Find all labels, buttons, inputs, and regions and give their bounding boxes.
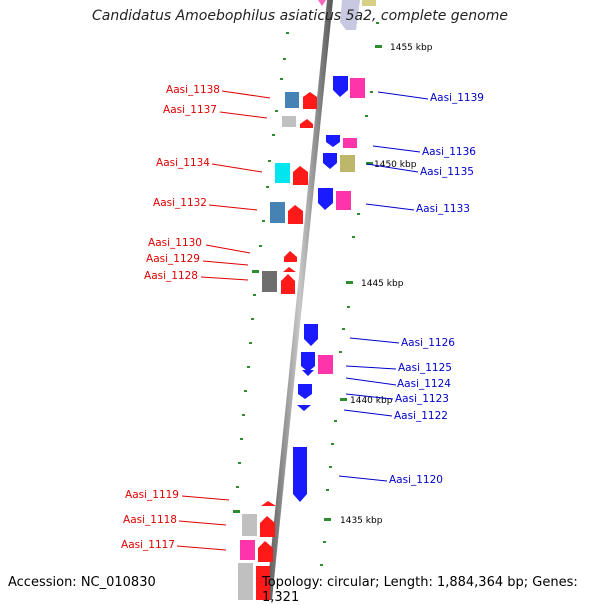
gene-label[interactable]: Aasi_1126	[401, 337, 455, 349]
gene-label[interactable]: Aasi_1134	[156, 157, 210, 169]
gene-fragment-icon	[340, 0, 360, 30]
gene-label[interactable]: Aasi_1117	[121, 539, 175, 551]
scale-label: 1435 kbp	[340, 516, 383, 526]
gene-label[interactable]: Aasi_1139	[430, 92, 484, 104]
gene-arrow-blue[interactable]	[297, 405, 311, 411]
gene-label[interactable]: Aasi_1137	[163, 104, 217, 116]
gene-box-olive[interactable]	[340, 155, 355, 172]
gene-label[interactable]: Aasi_1135	[420, 166, 474, 178]
gene-fragment-icon	[318, 0, 326, 6]
gene-label[interactable]: Aasi_1133	[416, 203, 470, 215]
gene-arrow-blue[interactable]	[298, 384, 312, 399]
map-title: Candidatus Amoebophilus asiaticus 5a2, c…	[92, 8, 508, 24]
gene-box-magenta[interactable]	[318, 355, 333, 374]
gene-arrow-blue[interactable]	[293, 447, 307, 502]
gene-arrow-red[interactable]	[288, 205, 303, 224]
gene-box-silver[interactable]	[238, 563, 253, 600]
gene-box-magenta[interactable]	[343, 138, 357, 148]
gene-arrow-red[interactable]	[281, 274, 295, 294]
scale-labels: 1455 kbp 1450 kbp 1445 kbp 1440 kbp 1435…	[340, 43, 433, 526]
accession-text: Accession: NC_010830	[8, 575, 156, 590]
right-gene-labels: Aasi_1139 Aasi_1136 Aasi_1135 Aasi_1133 …	[389, 92, 484, 486]
gene-arrow-blue[interactable]	[326, 135, 340, 147]
gene-label[interactable]: Aasi_1125	[398, 362, 452, 374]
gene-arrow-red[interactable]	[293, 166, 308, 185]
gene-label[interactable]: Aasi_1132	[153, 197, 207, 209]
gene-arrow-red[interactable]	[303, 92, 317, 109]
gene-arrow-blue[interactable]	[318, 188, 333, 210]
gene-arrow-red[interactable]	[284, 251, 297, 262]
gene-arrow-red[interactable]	[258, 541, 273, 562]
gene-box-magenta[interactable]	[350, 78, 365, 98]
gene-box-cyan[interactable]	[275, 163, 290, 183]
gene-box-steelblue[interactable]	[285, 92, 299, 108]
left-guide-ticks	[236, 32, 289, 488]
gene-arrow-blue[interactable]	[304, 324, 318, 346]
gene-arrow-blue[interactable]	[302, 370, 314, 376]
scale-ticks	[233, 45, 382, 521]
gene-arrow-red[interactable]	[300, 119, 313, 128]
gene-label[interactable]: Aasi_1122	[394, 410, 448, 422]
gene-fragment-icon	[362, 0, 376, 6]
gene-arrow-blue[interactable]	[333, 76, 348, 97]
gene-label[interactable]: Aasi_1129	[146, 253, 200, 265]
gene-label[interactable]: Aasi_1120	[389, 474, 443, 486]
left-gene-labels: Aasi_1138 Aasi_1137 Aasi_1134 Aasi_1132 …	[121, 84, 220, 551]
left-gene-features	[238, 92, 317, 600]
gene-label[interactable]: Aasi_1138	[166, 84, 220, 96]
right-gene-features	[293, 76, 365, 502]
gene-arrow-red[interactable]	[261, 501, 276, 506]
gene-label[interactable]: Aasi_1130	[148, 237, 202, 249]
gene-arrow-red[interactable]	[260, 516, 275, 537]
scale-label: 1445 kbp	[361, 279, 404, 289]
scale-label: 1450 kbp	[374, 160, 417, 170]
gene-arrow-red[interactable]	[283, 267, 296, 272]
top-gene-fragments	[318, 0, 376, 30]
gene-label[interactable]: Aasi_1118	[123, 514, 177, 526]
gene-arrow-blue[interactable]	[301, 352, 315, 372]
gene-box-silver[interactable]	[242, 514, 257, 536]
right-guide-ticks	[320, 22, 379, 566]
gene-box-steelblue[interactable]	[270, 202, 285, 223]
gene-label[interactable]: Aasi_1124	[397, 378, 451, 390]
gene-label[interactable]: Aasi_1119	[125, 489, 179, 501]
gene-arrow-blue[interactable]	[323, 153, 337, 169]
gene-box-silver[interactable]	[282, 116, 296, 127]
scale-label: 1440 kbp	[350, 396, 393, 406]
gene-box-red[interactable]	[256, 566, 270, 600]
gene-label[interactable]: Aasi_1136	[422, 146, 476, 158]
scale-label: 1455 kbp	[390, 43, 433, 53]
right-label-leaders	[338, 91, 429, 482]
gene-box-dimgray[interactable]	[262, 271, 277, 292]
left-label-leaders	[176, 90, 271, 551]
genome-backbone	[266, 0, 333, 600]
topology-text: Topology: circular; Length: 1,884,364 bp…	[262, 575, 578, 605]
gene-label[interactable]: Aasi_1128	[144, 270, 198, 282]
gene-box-magenta[interactable]	[240, 540, 255, 560]
gene-label[interactable]: Aasi_1123	[395, 393, 449, 405]
gene-box-magenta[interactable]	[336, 191, 351, 210]
